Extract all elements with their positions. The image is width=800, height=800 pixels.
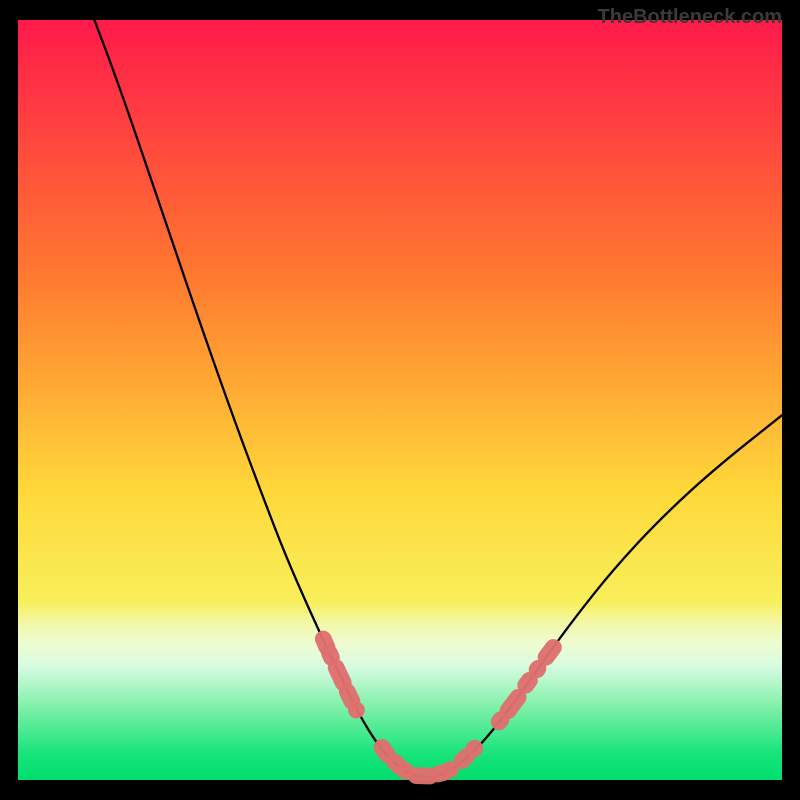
bottleneck-curve [94, 20, 782, 777]
curve-markers [312, 628, 565, 785]
curve-layer [0, 0, 800, 800]
chart-container: TheBottleneck.com [0, 0, 800, 800]
